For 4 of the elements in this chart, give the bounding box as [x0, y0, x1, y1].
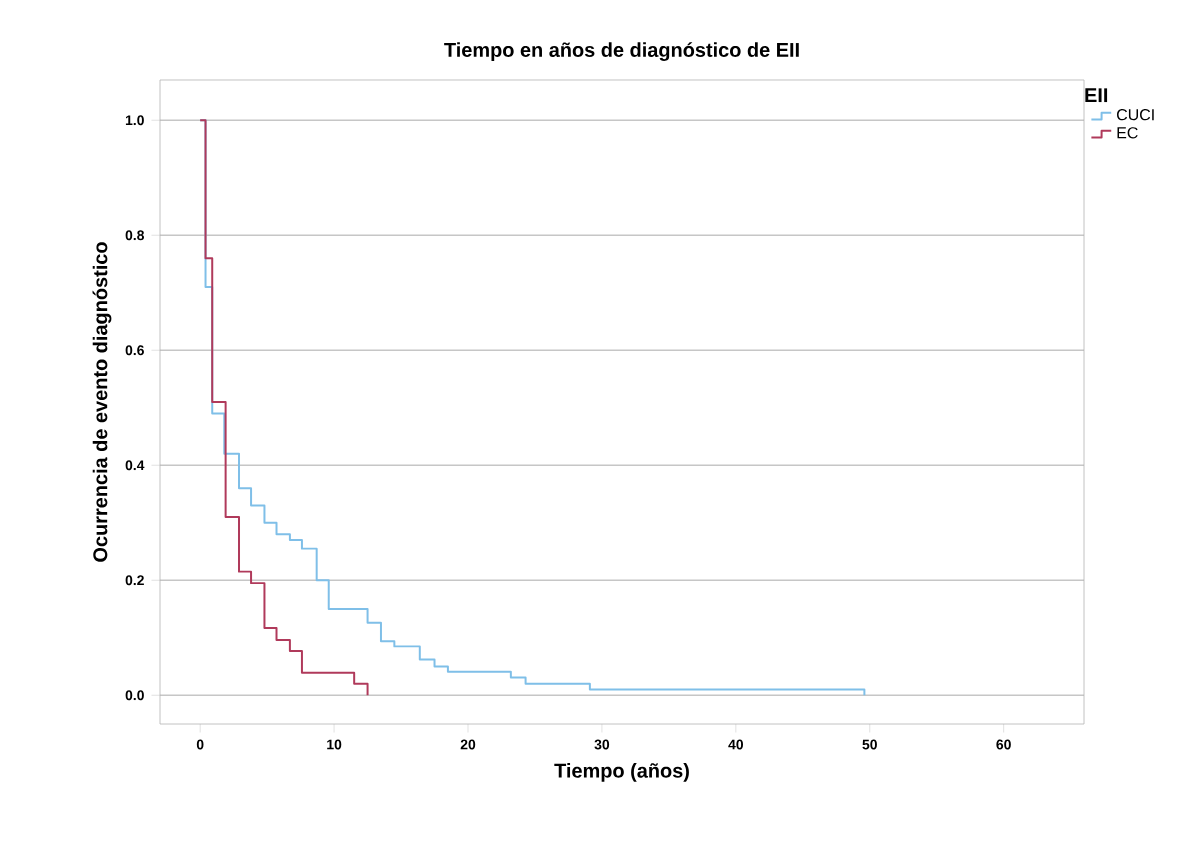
legend-title: EII: [1085, 88, 1108, 103]
x-axis-title: Tiempo (años): [554, 763, 689, 782]
y-axis-title: Ocurrencia de evento diagnóstico: [92, 242, 112, 562]
chart-title: Tiempo en años de diagnóstico de EII: [444, 42, 799, 61]
